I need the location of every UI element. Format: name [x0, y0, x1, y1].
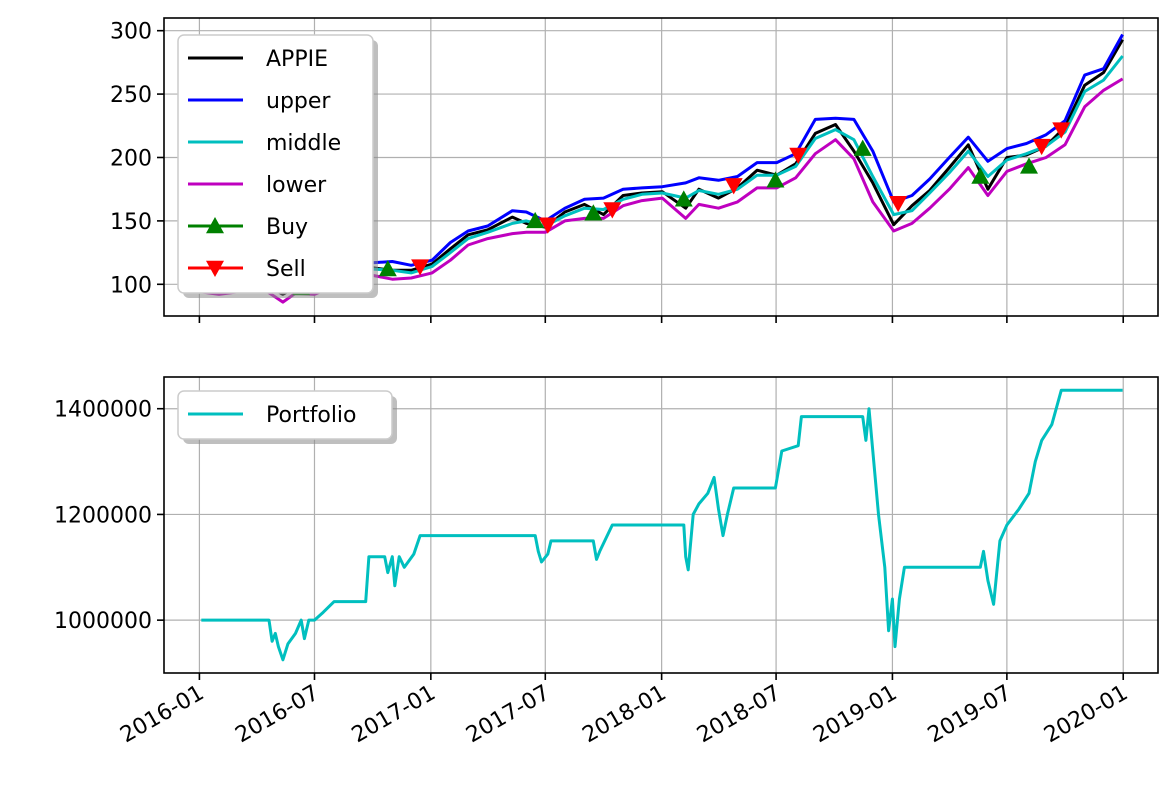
sell-marker [889, 195, 908, 213]
y-tick-label: 300 [110, 20, 152, 45]
sell-marker [411, 259, 430, 276]
buy-marker [584, 204, 603, 221]
buy-marker [1020, 157, 1039, 174]
legend: APPIE upper middle lower Buy Sell [177, 34, 378, 298]
y-tick-label: 250 [110, 83, 152, 108]
y-tick-label: 1200000 [54, 503, 152, 528]
legend-label-lower: lower [266, 173, 327, 198]
legend-marker-sell [206, 260, 224, 277]
buy-marker [853, 139, 872, 156]
buy-marker [766, 171, 785, 188]
y-tick-label: 1000000 [54, 609, 152, 634]
y-tick-label: 150 [110, 210, 152, 235]
legend-label-upper: upper [266, 89, 331, 114]
buy-marker [378, 260, 397, 277]
buy-marker [526, 211, 545, 229]
buy-marker [971, 167, 990, 184]
legend-label-buy: Buy [266, 215, 308, 240]
sell-marker [1052, 122, 1071, 139]
legend-box [177, 34, 374, 294]
buy-marker [674, 190, 693, 207]
legend-label-middle: middle [266, 131, 341, 156]
sell-markers [411, 122, 1071, 276]
legend: Portfolio [177, 390, 397, 444]
y-tick-label: 200 [110, 146, 152, 171]
plot-area [201, 388, 1123, 662]
sell-marker [603, 202, 622, 219]
y-tick-label: 100 [110, 273, 152, 298]
y-tick-label: 1400000 [54, 398, 152, 423]
legend-label-sell: Sell [266, 257, 306, 282]
sell-marker [724, 178, 743, 195]
sell-marker [789, 147, 808, 164]
legend-label-portfolio: Portfolio [266, 403, 357, 428]
legend-marker-buy [206, 217, 224, 234]
sell-marker [538, 217, 557, 234]
portfolio-line [201, 388, 1123, 662]
legend-box [177, 390, 393, 440]
price-chart-panel: 100 150 200 250 300 APPIE upper middle lower Buy S… [110, 17, 1159, 323]
legend-label-appie: APPIE [266, 47, 328, 72]
sell-marker [1032, 138, 1051, 156]
